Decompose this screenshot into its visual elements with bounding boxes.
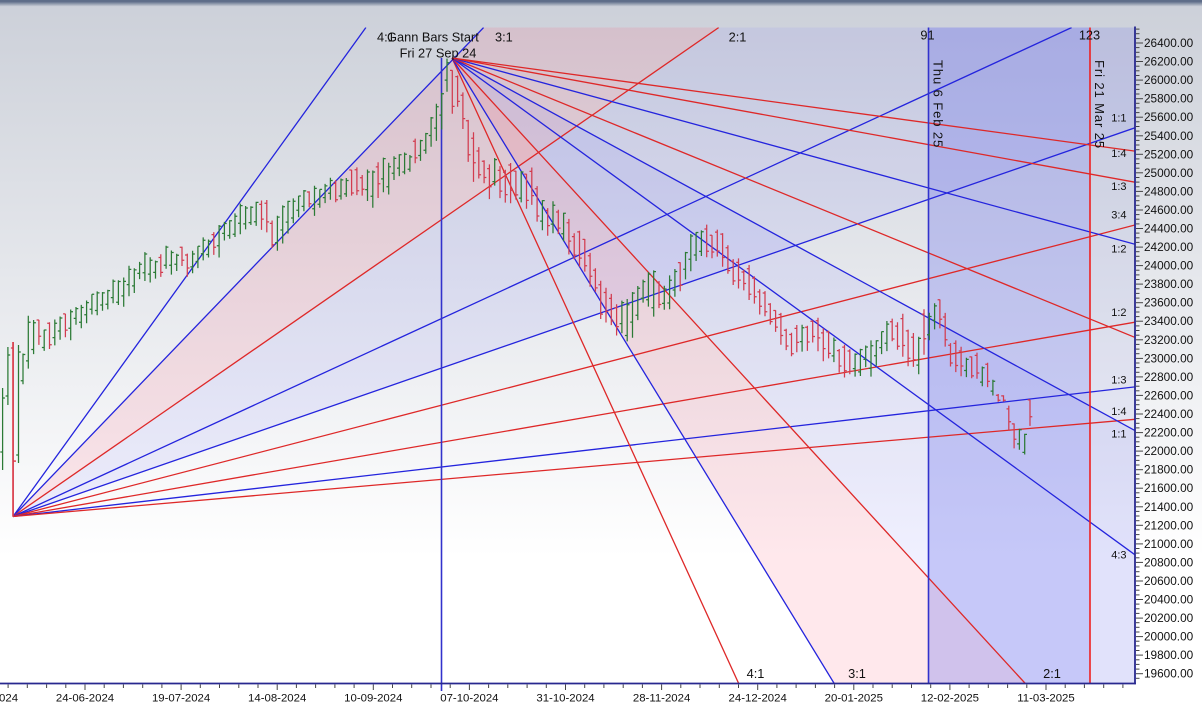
svg-text:19600.00: 19600.00 [1144,667,1194,681]
svg-text:23400.00: 23400.00 [1144,314,1194,328]
svg-text:Gann Bars Start: Gann Bars Start [387,30,479,45]
svg-text:29-05-2024: 29-05-2024 [0,693,18,705]
svg-text:23600.00: 23600.00 [1144,296,1194,310]
svg-text:25000.00: 25000.00 [1144,166,1194,180]
svg-text:21800.00: 21800.00 [1144,463,1194,477]
svg-text:3:4: 3:4 [1111,210,1126,222]
svg-text:25600.00: 25600.00 [1144,110,1194,124]
svg-text:25400.00: 25400.00 [1144,129,1194,143]
svg-text:19-07-2024: 19-07-2024 [152,693,210,705]
svg-text:20000.00: 20000.00 [1144,630,1194,644]
svg-text:12-02-2025: 12-02-2025 [921,693,979,705]
svg-text:1:3: 1:3 [1111,181,1126,193]
svg-text:1:4: 1:4 [1111,148,1126,160]
svg-text:1:3: 1:3 [1111,375,1126,387]
svg-text:20200.00: 20200.00 [1144,611,1194,625]
svg-text:25800.00: 25800.00 [1144,92,1194,106]
svg-text:24800.00: 24800.00 [1144,184,1194,198]
svg-text:26400.00: 26400.00 [1144,36,1194,50]
svg-text:23800.00: 23800.00 [1144,277,1194,291]
svg-text:3:1: 3:1 [495,30,513,45]
svg-text:07-10-2024: 07-10-2024 [440,693,498,705]
svg-text:21600.00: 21600.00 [1144,481,1194,495]
svg-text:4:1: 4:1 [377,30,395,45]
svg-text:20-01-2025: 20-01-2025 [825,693,883,705]
svg-text:4:1: 4:1 [747,666,765,681]
svg-text:22400.00: 22400.00 [1144,407,1194,421]
svg-text:1:1: 1:1 [1111,429,1126,441]
svg-text:Fri 21 Mar 25: Fri 21 Mar 25 [1092,60,1107,149]
svg-text:21000.00: 21000.00 [1144,537,1194,551]
svg-text:20600.00: 20600.00 [1144,574,1194,588]
svg-text:1:1: 1:1 [1111,113,1126,125]
svg-text:23000.00: 23000.00 [1144,351,1194,365]
svg-text:26200.00: 26200.00 [1144,55,1194,69]
svg-text:24000.00: 24000.00 [1144,259,1194,273]
svg-text:20800.00: 20800.00 [1144,555,1194,569]
svg-text:1:4: 1:4 [1111,406,1126,418]
svg-text:25200.00: 25200.00 [1144,147,1194,161]
svg-text:24200.00: 24200.00 [1144,240,1194,254]
svg-text:22200.00: 22200.00 [1144,426,1194,440]
svg-text:28-11-2024: 28-11-2024 [633,693,690,705]
svg-text:2:1: 2:1 [729,30,747,45]
svg-text:4:3: 4:3 [1111,550,1126,562]
svg-text:22000.00: 22000.00 [1144,444,1194,458]
svg-text:24-06-2024: 24-06-2024 [56,693,114,705]
svg-text:24-12-2024: 24-12-2024 [729,693,787,705]
svg-text:22800.00: 22800.00 [1144,370,1194,384]
svg-text:14-08-2024: 14-08-2024 [248,693,306,705]
svg-text:1:2: 1:2 [1111,244,1126,256]
svg-text:21200.00: 21200.00 [1144,518,1194,532]
svg-text:11-03-2025: 11-03-2025 [1017,693,1074,705]
svg-text:91: 91 [920,28,934,43]
svg-text:3:1: 3:1 [848,666,866,681]
svg-text:24400.00: 24400.00 [1144,222,1194,236]
svg-text:23200.00: 23200.00 [1144,333,1194,347]
svg-text:24600.00: 24600.00 [1144,203,1194,217]
svg-text:31-10-2024: 31-10-2024 [536,693,594,705]
svg-text:Fri 27 Sep 24: Fri 27 Sep 24 [400,46,477,61]
svg-text:Thu 6 Feb 25: Thu 6 Feb 25 [931,60,946,148]
svg-text:1:2: 1:2 [1111,307,1126,319]
svg-text:20400.00: 20400.00 [1144,593,1194,607]
svg-text:22600.00: 22600.00 [1144,388,1194,402]
svg-text:26000.00: 26000.00 [1144,73,1194,87]
svg-text:123: 123 [1079,28,1100,43]
svg-text:2:1: 2:1 [1043,666,1061,681]
svg-text:21400.00: 21400.00 [1144,500,1194,514]
svg-text:19800.00: 19800.00 [1144,648,1194,662]
svg-text:10-09-2024: 10-09-2024 [344,693,402,705]
